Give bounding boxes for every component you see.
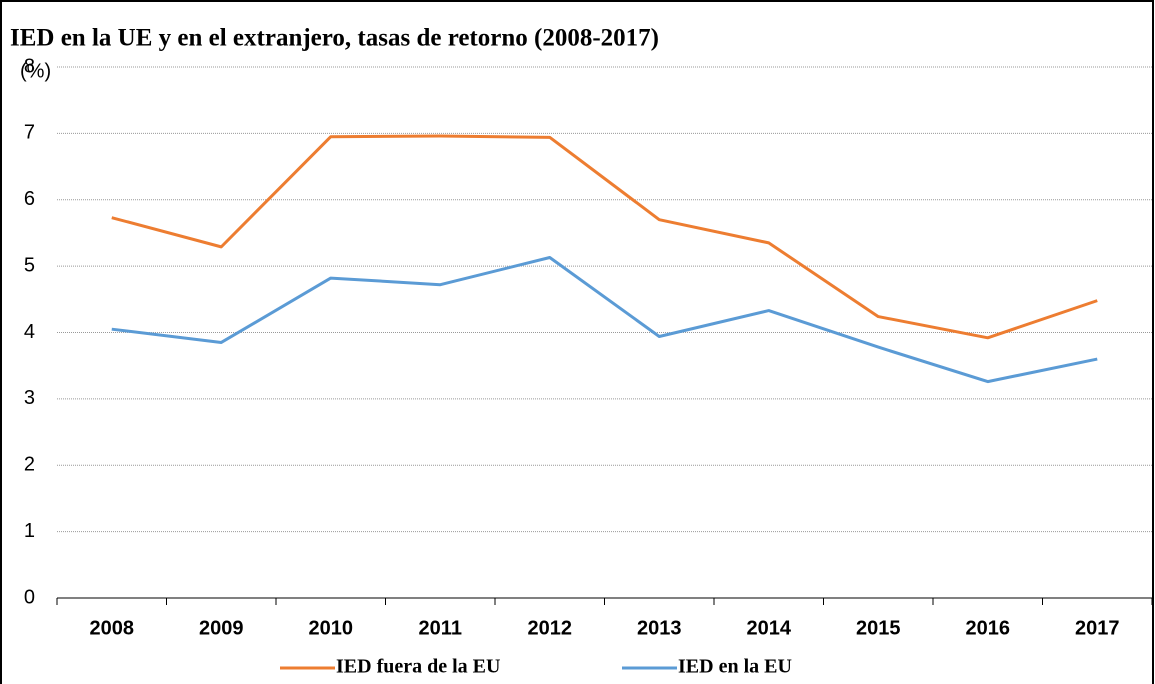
x-tick-label: 2008 xyxy=(90,617,135,639)
series-line xyxy=(111,134,1098,340)
x-tick-label: 2014 xyxy=(747,617,792,639)
x-tick-label: 2012 xyxy=(528,617,573,639)
x-tick-label: 2016 xyxy=(966,617,1011,639)
y-tick-label: 4 xyxy=(24,321,35,343)
legend-label: IED fuera de la EU xyxy=(336,656,500,678)
x-tick-label: 2010 xyxy=(309,617,354,639)
x-tick-label: 2017 xyxy=(1075,617,1120,639)
y-tick-label: 1 xyxy=(24,520,35,542)
y-tick-label: 2 xyxy=(24,454,35,476)
y-tick-label: 7 xyxy=(24,122,35,144)
x-tick-label: 2009 xyxy=(199,617,244,639)
y-tick-label: 5 xyxy=(24,254,35,276)
chart-title: IED en la UE y en el extranjero, tasas d… xyxy=(10,25,659,52)
y-tick-label: 8 xyxy=(24,55,35,77)
x-tick-label: 2011 xyxy=(419,617,462,639)
x-tick-label: 2013 xyxy=(637,617,682,639)
y-tick-label: 6 xyxy=(24,188,35,210)
y-tick-label: 3 xyxy=(24,387,35,409)
series-line xyxy=(111,255,1098,384)
x-tick-label: 2015 xyxy=(856,617,901,639)
legend-label: IED en la EU xyxy=(678,656,792,678)
y-tick-label: 0 xyxy=(24,586,35,608)
y-axis-label: (%) xyxy=(20,60,51,82)
